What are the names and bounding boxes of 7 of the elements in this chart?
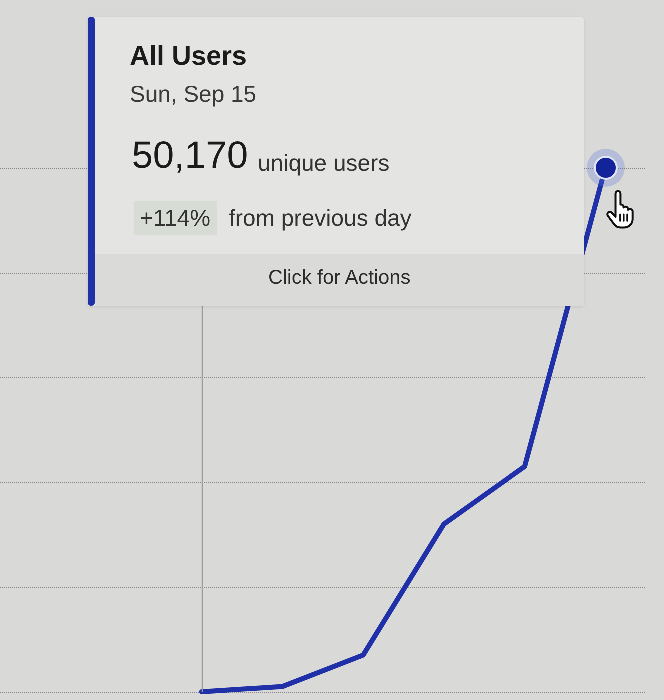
annotation: +114%	[134, 201, 217, 236]
annotation: unique users	[258, 150, 390, 176]
annotation: from previous day	[229, 205, 412, 232]
annotation: 50,170	[132, 135, 248, 179]
annotation: Click for Actions	[268, 267, 411, 290]
text: All Users	[130, 41, 248, 72]
text: Sun, Sep 15	[130, 81, 257, 108]
